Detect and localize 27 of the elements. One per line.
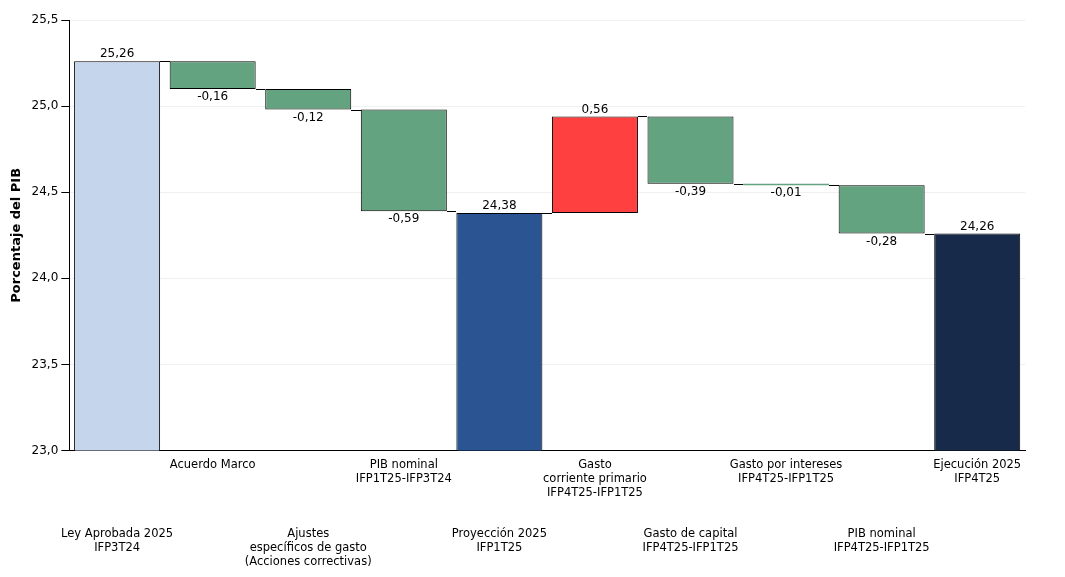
data-label: -0,12 (292, 109, 324, 124)
x-tick-label: Ley Aprobada 2025 IFP3T24 (61, 526, 174, 555)
data-label: 25,26 (99, 46, 135, 61)
data-label: -0,01 (770, 185, 802, 200)
x-tick-label: Ajustes específicos de gasto (Acciones correctivas) (244, 526, 372, 569)
data-label: -0,59 (388, 211, 420, 226)
x-tick-label: Proyección 2025 IFP1T25 (451, 526, 547, 555)
y-tick-label: 25,0 (31, 98, 59, 113)
data-label: 24,38 (482, 198, 517, 213)
data-label: 24,26 (960, 218, 995, 233)
y-axis-title: Porcentaje del PIB (8, 167, 24, 303)
data-label: -0,28 (866, 233, 898, 248)
y-tick-label: 23,5 (31, 356, 59, 371)
data-label: -0,16 (197, 89, 229, 104)
data-label: 0,56 (581, 101, 609, 116)
y-tick-label: 25,5 (31, 12, 59, 27)
y-tick-label: 23,0 (31, 442, 59, 457)
x-tick-label: Gasto por intereses IFP4T25-IFP1T25 (729, 457, 843, 486)
y-tick-label: 24,0 (31, 270, 59, 285)
y-tick-label: 24,5 (31, 184, 59, 199)
x-tick-label: Gasto de capital IFP4T25-IFP1T25 (642, 526, 739, 555)
data-label: -0,39 (674, 183, 707, 198)
x-tick-label: Acuerdo Marco (169, 457, 256, 472)
x-tick-label: PIB nominal IFP1T25-IFP3T24 (355, 457, 452, 486)
x-tick-label: Ejecución 2025 IFP4T25 (933, 457, 1022, 486)
x-tick-label: PIB nominal IFP4T25-IFP1T25 (833, 526, 930, 555)
x-tick-label: Gasto corriente primario IFP4T25-IFP1T25 (543, 457, 647, 500)
